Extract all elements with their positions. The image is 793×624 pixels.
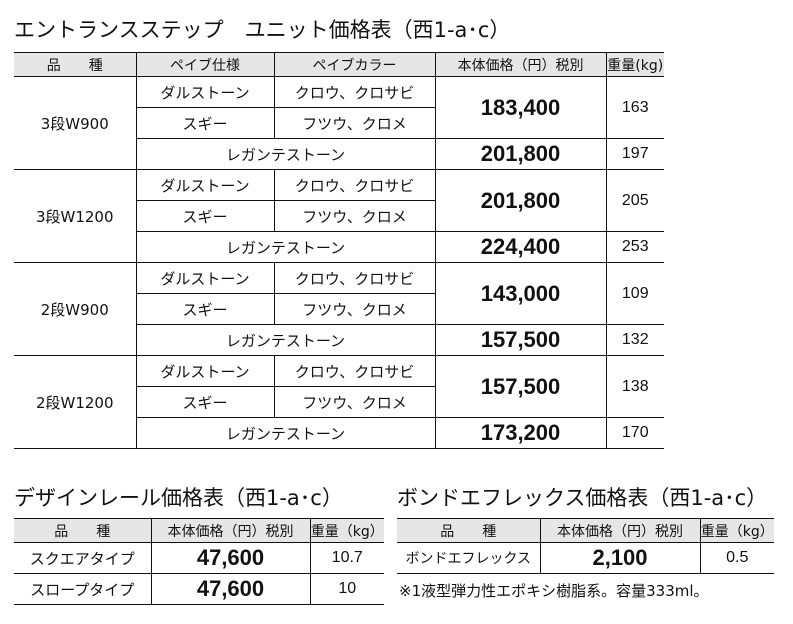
legante-weight: 197 <box>605 138 664 170</box>
table-header-row: 品 種 ペイブ仕様 ペイブカラー 本体価格（円）税別 重量(kg) <box>14 52 664 77</box>
pave-color: クロウ、クロサビ <box>273 169 436 201</box>
weight: 10.7 <box>309 542 384 574</box>
pave-spec: ダルストーン <box>135 262 275 294</box>
bond-note: ※1液型弾力性エポキシ樹脂系。容量333ml。 <box>399 582 709 600</box>
pave-spec: スギー <box>136 200 275 232</box>
table-row: スクエアタイプ 47,600 10.7 <box>14 542 384 574</box>
pave-spec: スギー <box>136 386 275 418</box>
legante-label: レガンテストーン <box>136 138 436 170</box>
legante-label: レガンテストーン <box>136 324 436 356</box>
header-price: 本体価格（円）税別 <box>539 518 701 543</box>
weight: 10 <box>309 573 384 605</box>
product-name: スクエアタイプ <box>14 542 152 574</box>
table-row: レガンテストーン 224,400 253 <box>14 231 664 263</box>
weight: 0.5 <box>699 542 774 574</box>
header-pave-color: ペイブカラー <box>273 52 436 77</box>
table-row: スギー フツウ、クロメ <box>14 293 664 325</box>
price: 47,600 <box>150 573 311 605</box>
header-product: 品 種 <box>14 52 137 77</box>
weight: 163 <box>605 76 664 139</box>
table-row: レガンテストーン 157,500 132 <box>14 324 664 356</box>
header-product: 品 種 <box>397 518 541 543</box>
pave-spec: ダルストーン <box>135 169 275 201</box>
product-name: 2段W900 <box>14 262 137 356</box>
pave-color: フツウ、クロメ <box>273 293 435 325</box>
rail-price-table: 品 種 本体価格（円）税別 重量（kg） スクエアタイプ 47,600 10.7… <box>14 518 384 605</box>
table-header-row: 品 種 本体価格（円）税別 重量（kg） <box>397 518 774 543</box>
table-row: スギー フツウ、クロメ <box>14 386 664 418</box>
table-row: レガンテストーン 173,200 170 <box>14 417 664 449</box>
product-name: スロープタイプ <box>14 573 152 605</box>
weight: 138 <box>605 355 664 418</box>
table-row: 2段W1200 ダルストーン クロウ、クロサビ 157,500 138 <box>14 355 664 449</box>
price: 2,100 <box>539 542 701 574</box>
header-weight: 重量（kg） <box>699 518 774 543</box>
pave-spec: スギー <box>136 293 275 325</box>
bond-price-table: 品 種 本体価格（円）税別 重量（kg） ボンドエフレックス 2,100 0.5 <box>397 518 774 574</box>
table-row: 3段W1200 ダルストーン クロウ、クロサビ 201,800 205 <box>14 169 664 263</box>
header-price: 本体価格（円）税別 <box>434 52 607 77</box>
legante-weight: 132 <box>605 324 664 356</box>
legante-price: 157,500 <box>434 324 607 356</box>
header-weight: 重量（kg） <box>309 518 384 543</box>
table-row: スギー フツウ、クロメ <box>14 200 664 232</box>
unit-price-table: 品 種 ペイブ仕様 ペイブカラー 本体価格（円）税別 重量(kg) 3段W900… <box>14 52 664 449</box>
table-row: スロープタイプ 47,600 10 <box>14 573 384 605</box>
pave-color: クロウ、クロサビ <box>273 262 436 294</box>
product-name: ボンドエフレックス <box>397 542 541 574</box>
price: 143,000 <box>434 262 607 325</box>
price: 201,800 <box>434 169 607 232</box>
price: 183,400 <box>434 76 607 139</box>
header-weight: 重量(kg) <box>605 52 664 77</box>
price: 47,600 <box>150 542 311 574</box>
pave-color: フツウ、クロメ <box>273 386 435 418</box>
pave-color: クロウ、クロサビ <box>273 355 436 387</box>
product-name: 3段W1200 <box>14 169 137 263</box>
pave-spec: ダルストーン <box>135 76 275 108</box>
header-pave-spec: ペイブ仕様 <box>135 52 275 77</box>
legante-price: 173,200 <box>434 417 607 449</box>
table-row: ボンドエフレックス 2,100 0.5 <box>397 542 774 574</box>
unit-table-title: エントランスステップ ユニット価格表（西1-a･c） <box>14 18 511 42</box>
table-row: レガンテストーン 201,800 197 <box>14 138 664 170</box>
weight: 109 <box>605 262 664 325</box>
price: 157,500 <box>434 355 607 418</box>
pave-spec: スギー <box>136 107 275 139</box>
product-name: 2段W1200 <box>14 355 137 449</box>
table-row: スギー フツウ、クロメ <box>14 107 664 139</box>
table-header-row: 品 種 本体価格（円）税別 重量（kg） <box>14 518 384 543</box>
pave-color: フツウ、クロメ <box>273 107 435 139</box>
legante-weight: 253 <box>605 231 664 263</box>
header-product: 品 種 <box>14 518 152 543</box>
table-row: 2段W900 ダルストーン クロウ、クロサビ 143,000 109 <box>14 262 664 356</box>
product-name: 3段W900 <box>14 76 137 170</box>
pave-spec: ダルストーン <box>135 355 275 387</box>
legante-weight: 170 <box>605 417 664 449</box>
weight: 205 <box>605 169 664 232</box>
legante-price: 224,400 <box>434 231 607 263</box>
bond-table-title: ボンドエフレックス価格表（西1-a･c） <box>397 486 768 510</box>
header-price: 本体価格（円）税別 <box>150 518 311 543</box>
pave-color: クロウ、クロサビ <box>273 76 436 108</box>
legante-price: 201,800 <box>434 138 607 170</box>
rail-table-title: デザインレール価格表（西1-a･c） <box>14 486 343 510</box>
legante-label: レガンテストーン <box>136 231 436 263</box>
table-row: 3段W900 ダルストーン クロウ、クロサビ 183,400 163 <box>14 76 664 170</box>
legante-label: レガンテストーン <box>136 417 436 449</box>
pave-color: フツウ、クロメ <box>273 200 435 232</box>
